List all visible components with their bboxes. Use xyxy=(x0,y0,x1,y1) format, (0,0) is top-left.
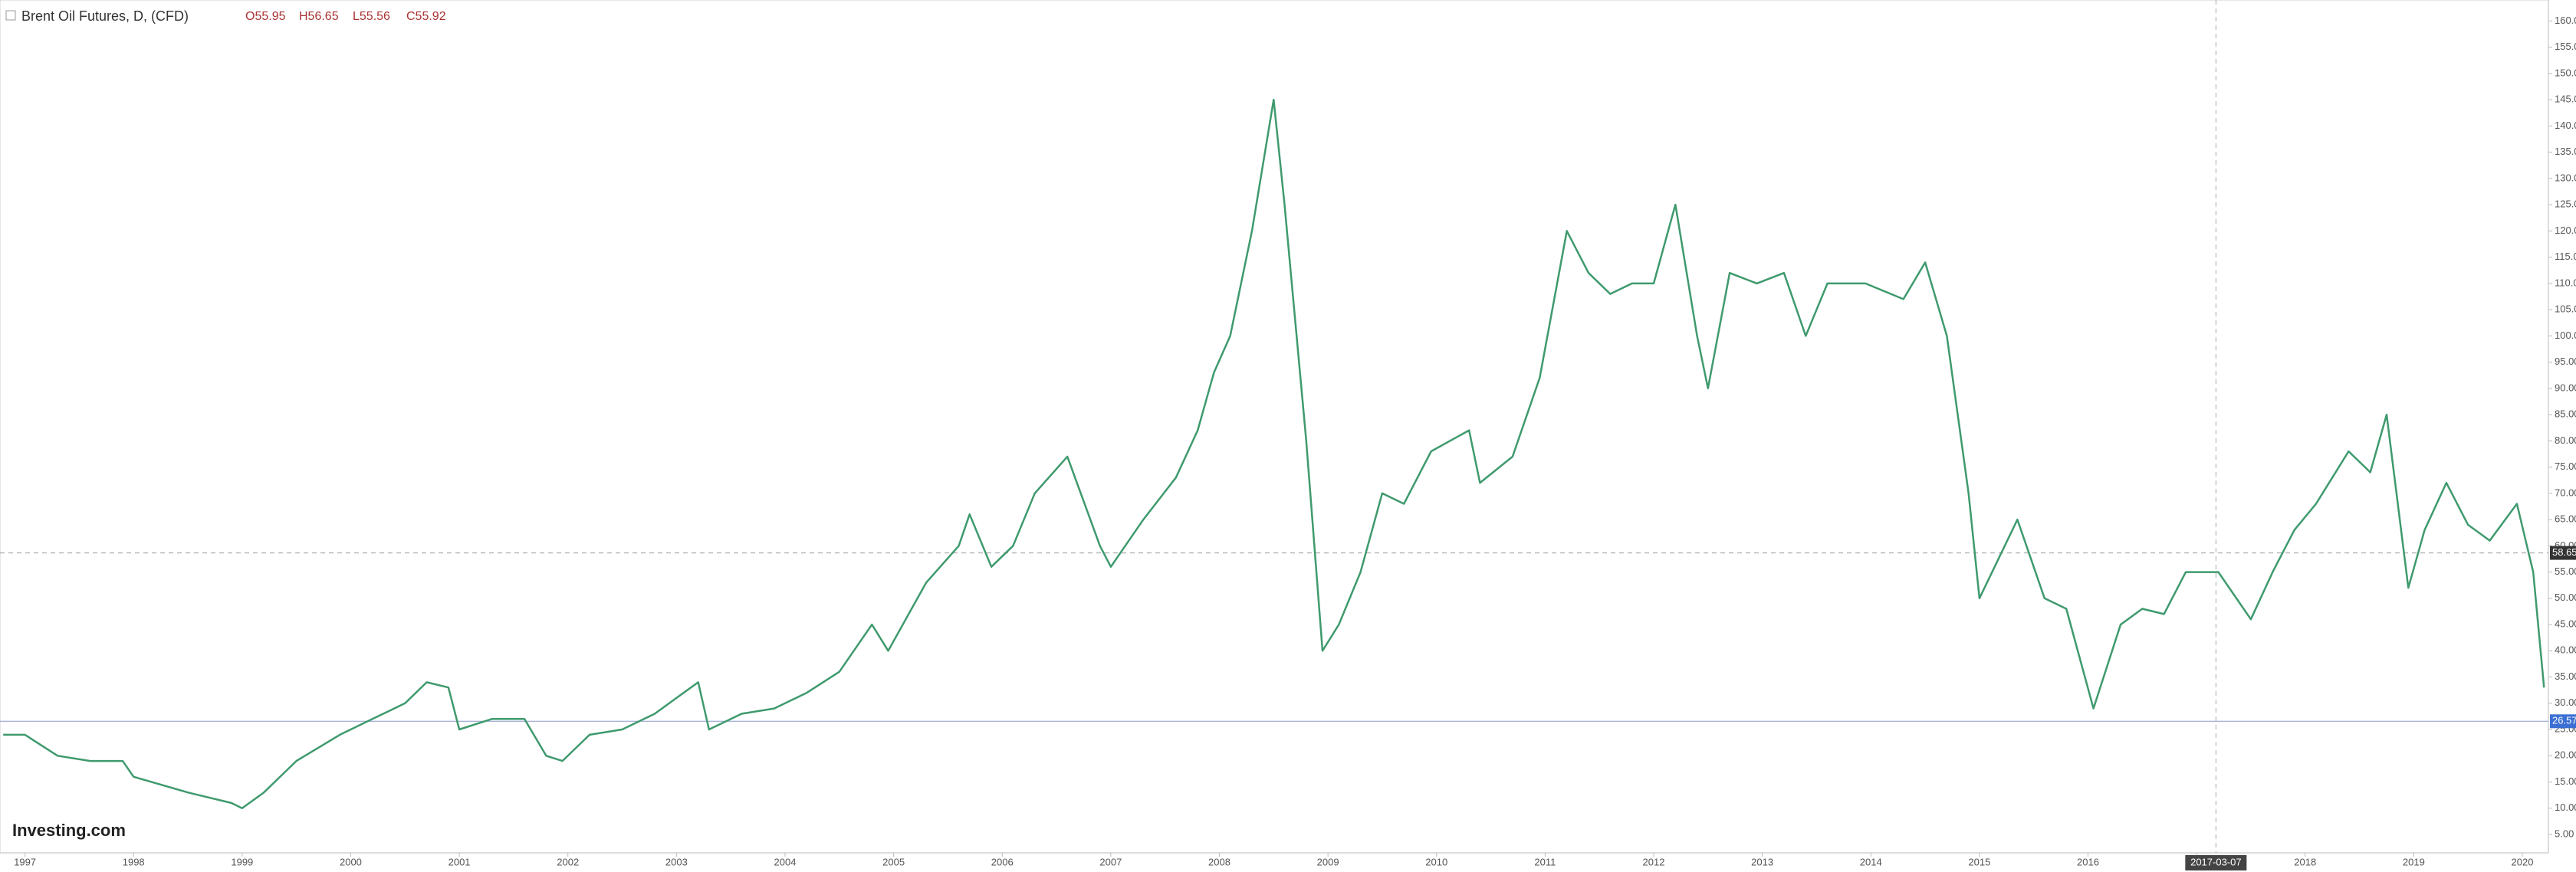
x-tick-label: 2009 xyxy=(1317,856,1339,867)
x-tick-label: 2007 xyxy=(1099,856,1122,867)
x-tick-label: 2014 xyxy=(1860,856,1882,867)
x-tick-label: 2000 xyxy=(340,856,362,867)
ohlc-value: C55.92 xyxy=(406,10,446,23)
y-tick-label: 50.00 xyxy=(2555,592,2576,603)
brand-logo: Investing.com xyxy=(12,821,126,840)
y-tick-label: 105.00 xyxy=(2555,303,2576,315)
y-tick-label: 70.00 xyxy=(2555,487,2576,498)
ohlc-value: O55.95 xyxy=(245,10,286,23)
crosshair-price-badge xyxy=(2550,714,2576,729)
last-price-badge xyxy=(2550,546,2576,560)
crosshair-date-label: 2017-03-07 xyxy=(2190,856,2242,867)
y-tick-label: 80.00 xyxy=(2555,434,2576,446)
crosshair-date-badge xyxy=(2185,855,2247,870)
y-tick-label: 35.00 xyxy=(2555,670,2576,682)
price-line xyxy=(3,98,2545,810)
x-tick-label: 1998 xyxy=(123,856,145,867)
y-tick-label: 90.00 xyxy=(2555,382,2576,393)
y-tick-label: 120.00 xyxy=(2555,225,2576,236)
y-tick-label: 10.00 xyxy=(2555,802,2576,813)
y-tick-label: 100.00 xyxy=(2555,329,2576,341)
y-tick-label: 75.00 xyxy=(2555,461,2576,472)
y-tick-label: 85.00 xyxy=(2555,408,2576,420)
y-tick-label: 155.00 xyxy=(2555,41,2576,52)
x-tick-label: 2006 xyxy=(991,856,1014,867)
y-tick-label: 130.00 xyxy=(2555,172,2576,183)
y-tick-label: 145.00 xyxy=(2555,93,2576,105)
chart-title: Brent Oil Futures, D, (CFD) xyxy=(21,8,189,24)
y-tick-label: 140.00 xyxy=(2555,120,2576,131)
x-tick-label: 2020 xyxy=(2512,856,2534,867)
x-tick-label: 2019 xyxy=(2403,856,2425,867)
collapse-icon[interactable] xyxy=(5,10,16,21)
x-tick-label: 2018 xyxy=(2294,856,2316,867)
x-tick-label: 2008 xyxy=(1208,856,1230,867)
y-tick-label: 160.00 xyxy=(2555,15,2576,26)
y-tick-label: 5.00 xyxy=(2555,828,2574,839)
x-tick-label: 2005 xyxy=(882,856,905,867)
y-tick-label: 65.00 xyxy=(2555,513,2576,525)
y-tick-label: 115.00 xyxy=(2555,251,2576,262)
x-tick-label: 2010 xyxy=(1425,856,1447,867)
x-tick-label: 2015 xyxy=(1968,856,1990,867)
ohlc-value: L55.56 xyxy=(353,10,390,23)
x-tick-label: 2013 xyxy=(1751,856,1773,867)
y-tick-label: 150.00 xyxy=(2555,67,2576,78)
y-tick-label: 125.00 xyxy=(2555,198,2576,210)
last-price-label: 58.65 xyxy=(2552,546,2576,558)
y-tick-label: 40.00 xyxy=(2555,644,2576,656)
y-tick-label: 30.00 xyxy=(2555,697,2576,708)
y-tick-label: 110.00 xyxy=(2555,277,2576,288)
crosshair-price-label: 26.57 xyxy=(2552,715,2576,726)
y-tick-label: 45.00 xyxy=(2555,618,2576,629)
x-tick-label: 1999 xyxy=(231,856,253,867)
y-tick-label: 15.00 xyxy=(2555,775,2576,787)
y-tick-label: 95.00 xyxy=(2555,356,2576,367)
y-tick-label: 55.00 xyxy=(2555,565,2576,577)
x-tick-label: 2016 xyxy=(2077,856,2099,867)
plot-area xyxy=(0,0,2549,854)
y-tick-label: 135.00 xyxy=(2555,146,2576,157)
x-tick-label: 2003 xyxy=(665,856,688,867)
x-tick-label: 1997 xyxy=(14,856,36,867)
x-tick-label: 2002 xyxy=(557,856,579,867)
x-tick-label: 2011 xyxy=(1534,856,1556,867)
ohlc-value: H56.65 xyxy=(299,10,339,23)
x-tick-label: 2004 xyxy=(774,856,797,867)
x-tick-label: 2001 xyxy=(449,856,471,867)
x-tick-label: 2012 xyxy=(1643,856,1665,867)
y-tick-label: 20.00 xyxy=(2555,749,2576,761)
